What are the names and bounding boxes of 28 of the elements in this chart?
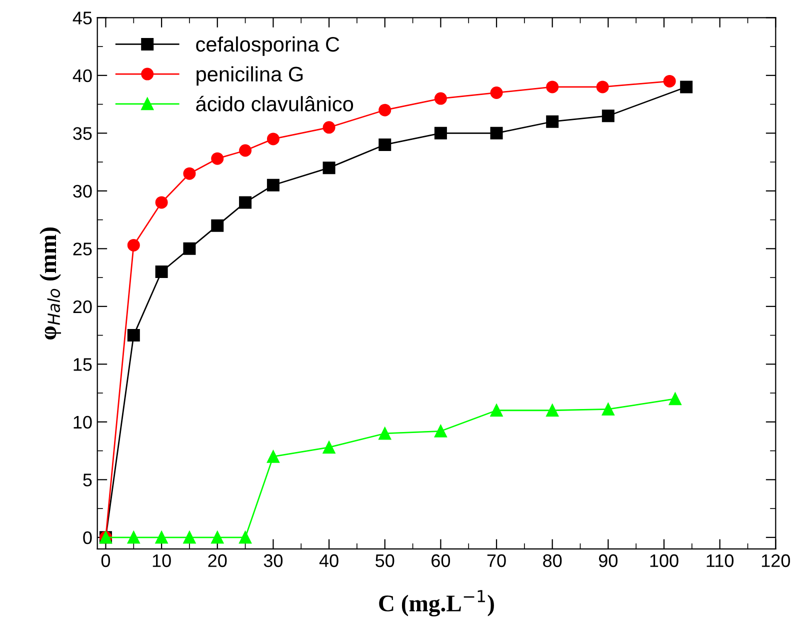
x-tick-label: 60 [432, 554, 450, 568]
x-tick-label: 10 [152, 554, 171, 568]
legend-label: cefalosporina C [196, 36, 340, 56]
legend-label: penicilina G [196, 66, 303, 86]
x-tick-label: 50 [376, 554, 394, 568]
x-tick-label: 20 [208, 554, 227, 568]
x-tick-label: 100 [650, 554, 678, 568]
y-tick-label: 45 [72, 12, 92, 24]
x-tick-label: 0 [101, 554, 110, 568]
x-tick-label: 90 [598, 554, 618, 568]
legend-label: ácido clavulânico [196, 96, 354, 112]
x-tick-label: 120 [762, 554, 790, 568]
x-tick-label: 30 [264, 554, 283, 568]
x-tick-label: 110 [706, 554, 734, 568]
x-axis-title: C (mg.L$^{−1}$) [379, 590, 494, 616]
y-tick-label: 20 [73, 300, 92, 314]
x-tick-label: 70 [487, 554, 506, 568]
y-tick-label: 0 [83, 531, 92, 544]
y-tick-label: 15 [74, 358, 92, 371]
y-tick-label: 25 [73, 242, 92, 256]
y-tick-label: 40 [72, 69, 92, 82]
x-tick-label: 80 [543, 554, 562, 568]
y-tick-label: 30 [73, 184, 92, 198]
x-tick-label: 40 [319, 554, 338, 568]
y-tick-label: 10 [74, 416, 92, 429]
y-tick-label: 5 [83, 474, 92, 486]
y-tick-label: 35 [73, 127, 92, 140]
y-axis-title: φ$_{Halo}$ (mm) [40, 228, 61, 340]
